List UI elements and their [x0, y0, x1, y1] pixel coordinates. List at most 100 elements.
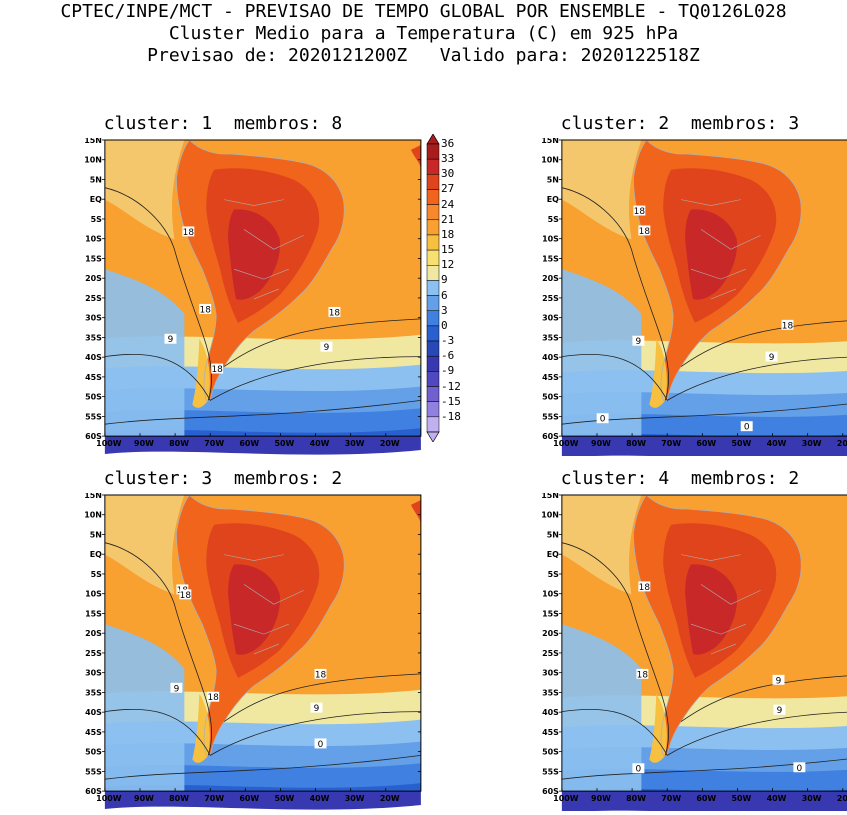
lon-tick-label: 70W [204, 439, 224, 448]
colorbar-label: 0 [441, 318, 448, 332]
contour-label-bg [632, 763, 645, 774]
lon-tick-label: 60W [696, 794, 716, 803]
colorbar-segment [426, 204, 440, 221]
contour-label: 9 [769, 353, 775, 363]
contour-label: 18 [180, 591, 192, 601]
contour-label: 18 [315, 670, 327, 680]
colorbar-segment [426, 265, 440, 281]
contour-label: 18 [637, 670, 649, 680]
header-line-3: Previsao de: 2020121200Z Valido para: 20… [147, 45, 700, 66]
temperature-map-1: 18 18 18 9 9 18 15N 10N 5N EQ 5S 10S 15S 20S 25S 30S 35S… [84, 136, 422, 455]
lat-tick-label: 45S [542, 373, 559, 382]
contour-label: 18 [639, 583, 651, 593]
colorbar-label: 27 [441, 182, 455, 196]
colorbar-label: 6 [441, 288, 448, 302]
contour-label-bg [314, 738, 327, 749]
contour-label-bg [207, 691, 220, 702]
lon-tick-label: 70W [661, 439, 681, 448]
lat-tick-label: 15N [84, 493, 102, 500]
colorbar-segment [426, 340, 440, 357]
lat-tick-label: 30S [85, 314, 102, 323]
lon-tick-label: 40W [767, 794, 787, 803]
map-panel-4: 18 18 9 9 0 0 15N 10N 5N EQ 5S 10S 15S 20S 25S 30S 35S 40… [521, 491, 847, 815]
lat-tick-label: 55S [542, 767, 559, 776]
lat-tick-label: 10S [85, 590, 102, 599]
header-line-2: Cluster Medio para a Temperatura (C) em … [168, 23, 679, 44]
lat-tick-label: 25S [542, 649, 559, 658]
lon-tick-label: 20W [380, 794, 400, 803]
colorbar-label: 3 [441, 303, 448, 317]
contour-label-bg [638, 225, 651, 236]
colorbar-segment [426, 143, 440, 160]
colorbar-label: 30 [441, 167, 455, 181]
contour-label: 0 [636, 765, 642, 775]
contour-label-bg [632, 335, 645, 346]
contour-label: 9 [776, 676, 782, 686]
lat-tick-label: 15N [541, 493, 559, 500]
lat-tick-label: 5S [548, 215, 560, 224]
colorbar-label: -18 [441, 409, 461, 423]
colorbar-label: 12 [441, 258, 455, 272]
lon-tick-label: 50W [275, 794, 295, 803]
lat-tick-label: 20S [542, 274, 559, 283]
lat-tick-label: 60S [542, 787, 559, 796]
lat-tick-label: 25S [85, 649, 102, 658]
contour-label-bg [633, 205, 646, 216]
lon-tick-label: 100W [553, 794, 579, 803]
contour-label-bg [182, 226, 195, 237]
colorbar-segment [426, 280, 440, 296]
lat-tick-label: 5N [90, 175, 102, 184]
lat-tick-label: 35S [542, 333, 559, 342]
contour-label-bg [199, 303, 212, 314]
lat-tick-label: 60S [85, 432, 102, 441]
panel-title-1: cluster: 1 membros: 8 [103, 113, 343, 134]
contour-label: 18 [634, 207, 646, 217]
lat-tick-label: 30S [85, 669, 102, 678]
contour-label-bg [176, 584, 189, 595]
lon-tick-label: 30W [802, 439, 822, 448]
lon-tick-label: 20W [837, 439, 847, 448]
lat-tick-label: EQ [547, 195, 559, 204]
colorbar-label: -15 [441, 394, 461, 408]
lat-tick-label: 10N [541, 156, 559, 165]
colorbar-label: -9 [441, 364, 455, 378]
lat-tick-label: 15S [542, 254, 559, 263]
lat-tick-label: 5N [90, 530, 102, 539]
contour-label: 0 [600, 415, 606, 425]
contour-label-bg [179, 589, 192, 600]
contour-label: 0 [797, 764, 803, 774]
colorbar-label: -6 [441, 349, 455, 363]
lon-tick-label: 80W [626, 794, 646, 803]
colorbar-label: 21 [441, 212, 455, 226]
lat-tick-label: 15S [542, 609, 559, 618]
contour-label-bg [164, 333, 177, 344]
contour-label: 9 [314, 704, 320, 714]
lon-tick-label: 40W [310, 794, 330, 803]
contour-label: 18 [208, 693, 220, 703]
contour-label: 9 [168, 335, 174, 345]
lat-tick-label: 60S [85, 787, 102, 796]
colorbar-label: 33 [441, 152, 455, 166]
contour-label: 0 [318, 740, 324, 750]
lon-tick-label: 90W [134, 439, 154, 448]
lat-tick-label: 20S [85, 629, 102, 638]
lat-tick-label: 50S [85, 748, 102, 757]
lat-tick-label: 15S [85, 609, 102, 618]
lat-tick-label: 5S [91, 570, 103, 579]
lat-tick-label: 55S [85, 767, 102, 776]
contour-label-bg [310, 702, 323, 713]
panel-title-4: cluster: 4 membros: 2 [560, 468, 800, 489]
lon-tick-label: 50W [275, 439, 295, 448]
map-panel-2: 18 18 18 9 9 0 0 15N 10N 5N EQ 5S 10S 15S 20S 25S 30S 35S… [521, 136, 847, 460]
contour-label: 18 [782, 321, 794, 331]
contour-label: 18 [639, 227, 651, 237]
lat-tick-label: 30S [542, 314, 559, 323]
lon-tick-label: 90W [591, 439, 611, 448]
colorbar-segment [426, 416, 440, 433]
colorbar-segment [426, 325, 440, 342]
lat-tick-label: 40S [542, 708, 559, 717]
lon-tick-label: 40W [767, 439, 787, 448]
lat-tick-label: 10S [542, 235, 559, 244]
lat-tick-label: 30S [542, 669, 559, 678]
lat-tick-label: 45S [542, 728, 559, 737]
